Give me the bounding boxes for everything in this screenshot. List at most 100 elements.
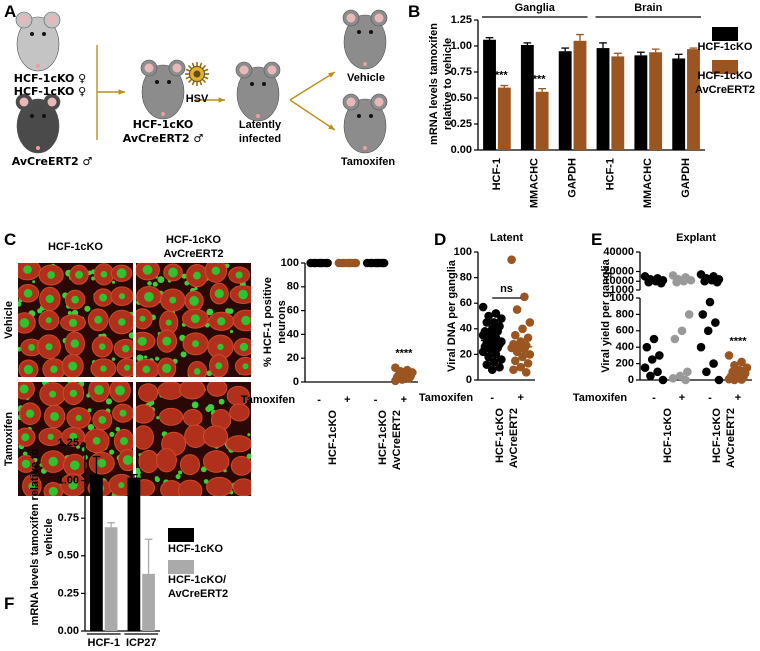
- mouse-icon: [342, 9, 388, 70]
- data-point: [686, 275, 696, 285]
- neuron-nucleus: [190, 314, 200, 324]
- neuron-nucleus: [75, 270, 83, 279]
- neuron-nucleus: [23, 265, 32, 274]
- glia-dot: [109, 431, 115, 437]
- neuron-nucleus: [70, 460, 80, 471]
- legend-swatch: [712, 27, 738, 41]
- data-point: [343, 258, 352, 268]
- panel-letter: E: [591, 230, 603, 249]
- neuron-nucleus: [19, 384, 29, 394]
- mouse-ear-inner: [19, 97, 29, 107]
- neuron-nucleus: [241, 315, 251, 326]
- neuron-nucleus: [68, 480, 78, 490]
- x-tick-label: GAPDH: [566, 158, 578, 198]
- neuron: [136, 404, 155, 424]
- neuron-nucleus: [50, 365, 58, 373]
- arrow-head: [328, 72, 335, 78]
- y-axis-label: Viral DNA per ganglia: [446, 260, 458, 372]
- y-axis-label: mRNA levels tamoxifen relative to vehicl…: [29, 448, 55, 626]
- neuron-nucleus: [189, 296, 199, 306]
- x-tick-label: -: [708, 392, 712, 404]
- legend-label: HCF-1cKO AvCreERT2: [694, 70, 756, 96]
- glia-dot: [157, 276, 165, 284]
- mouse-eye: [30, 114, 34, 118]
- glia-dot: [109, 449, 115, 455]
- group-label: HCF-1cKO: [327, 410, 340, 466]
- data-point: [655, 351, 664, 360]
- bar: [687, 49, 700, 151]
- data-point: [497, 314, 506, 323]
- virus-core: [193, 70, 201, 78]
- glia-dot: [147, 281, 152, 286]
- legend-label: HCF-1cKO: [168, 543, 224, 555]
- arrow-head: [218, 97, 225, 103]
- y-tick-label: 20: [287, 352, 299, 364]
- genotype-label: HCF-1cKO ♀: [14, 72, 86, 85]
- neuron: [177, 479, 203, 496]
- x-tick-label: +: [518, 392, 524, 404]
- neuron-nucleus: [162, 336, 172, 346]
- y-tick-label: 10000: [603, 275, 634, 287]
- legend-label: HCF-1cKO/ AvCreERT2: [168, 574, 229, 600]
- neuron: [182, 408, 203, 427]
- glia-dot: [111, 280, 116, 284]
- neuron-nucleus: [68, 318, 78, 327]
- y-tick-label: 0.00: [58, 625, 79, 637]
- neuron-nucleus: [47, 433, 54, 440]
- neuron: [206, 476, 233, 496]
- neuron-nucleus: [124, 364, 131, 371]
- data-point: [378, 258, 387, 268]
- neuron-nucleus: [193, 271, 201, 280]
- genotype-label: HCF-1cKO ♀: [14, 85, 86, 98]
- neuron-nucleus: [162, 363, 172, 373]
- data-point: [478, 347, 488, 357]
- state-label: Latently infected: [238, 119, 282, 145]
- glia-dot: [154, 356, 160, 361]
- data-point: [520, 292, 529, 302]
- treatment-label: Tamoxifen: [341, 156, 395, 168]
- y-tick-label: 0: [628, 374, 634, 386]
- neuron-nucleus: [68, 361, 78, 371]
- mouse-icon: [15, 11, 61, 72]
- bar: [672, 58, 686, 151]
- mouse-ear-inner: [144, 63, 154, 73]
- data-point: [495, 362, 504, 372]
- neuron: [158, 407, 184, 426]
- neuron-nucleus: [139, 315, 146, 322]
- y-tick-label: 0.25: [58, 587, 79, 599]
- neuron-nucleus: [71, 295, 79, 304]
- virus-icon: [185, 62, 209, 86]
- legend-swatch: [168, 560, 194, 574]
- data-point: [486, 344, 495, 354]
- neuron-nucleus: [94, 315, 103, 324]
- data-point: [724, 351, 734, 360]
- neuron-nucleus: [23, 288, 33, 298]
- data-point: [642, 342, 652, 352]
- mouse-nose: [256, 114, 260, 118]
- panel-letter: A: [4, 2, 17, 21]
- x-tick-label: HCF-1: [604, 158, 616, 190]
- data-point: [391, 376, 400, 386]
- y-tick-label: 80: [460, 272, 472, 284]
- mouse-ear-inner: [47, 97, 57, 107]
- significance-label: ****: [528, 74, 546, 86]
- data-point: [702, 367, 711, 377]
- chart-title: Explant: [676, 232, 716, 244]
- data-point: [672, 277, 681, 287]
- y-tick-label: 40000: [603, 246, 634, 258]
- mouse-icon: [15, 93, 61, 154]
- neuron-nucleus: [94, 385, 105, 395]
- micrograph: [136, 382, 251, 496]
- neuron-nucleus: [118, 293, 126, 300]
- data-point: [482, 360, 492, 369]
- glia-dot: [246, 453, 251, 460]
- x-tick-label: HCF-1: [491, 158, 503, 190]
- y-tick-label: 40: [287, 328, 299, 340]
- data-point: [518, 352, 527, 362]
- data-point: [684, 310, 694, 319]
- glia-dot: [84, 305, 91, 312]
- x-tick-label: HCF-1: [88, 637, 120, 649]
- mouse-nose: [363, 146, 367, 150]
- neuron: [229, 403, 250, 422]
- neuron-nucleus: [169, 296, 177, 304]
